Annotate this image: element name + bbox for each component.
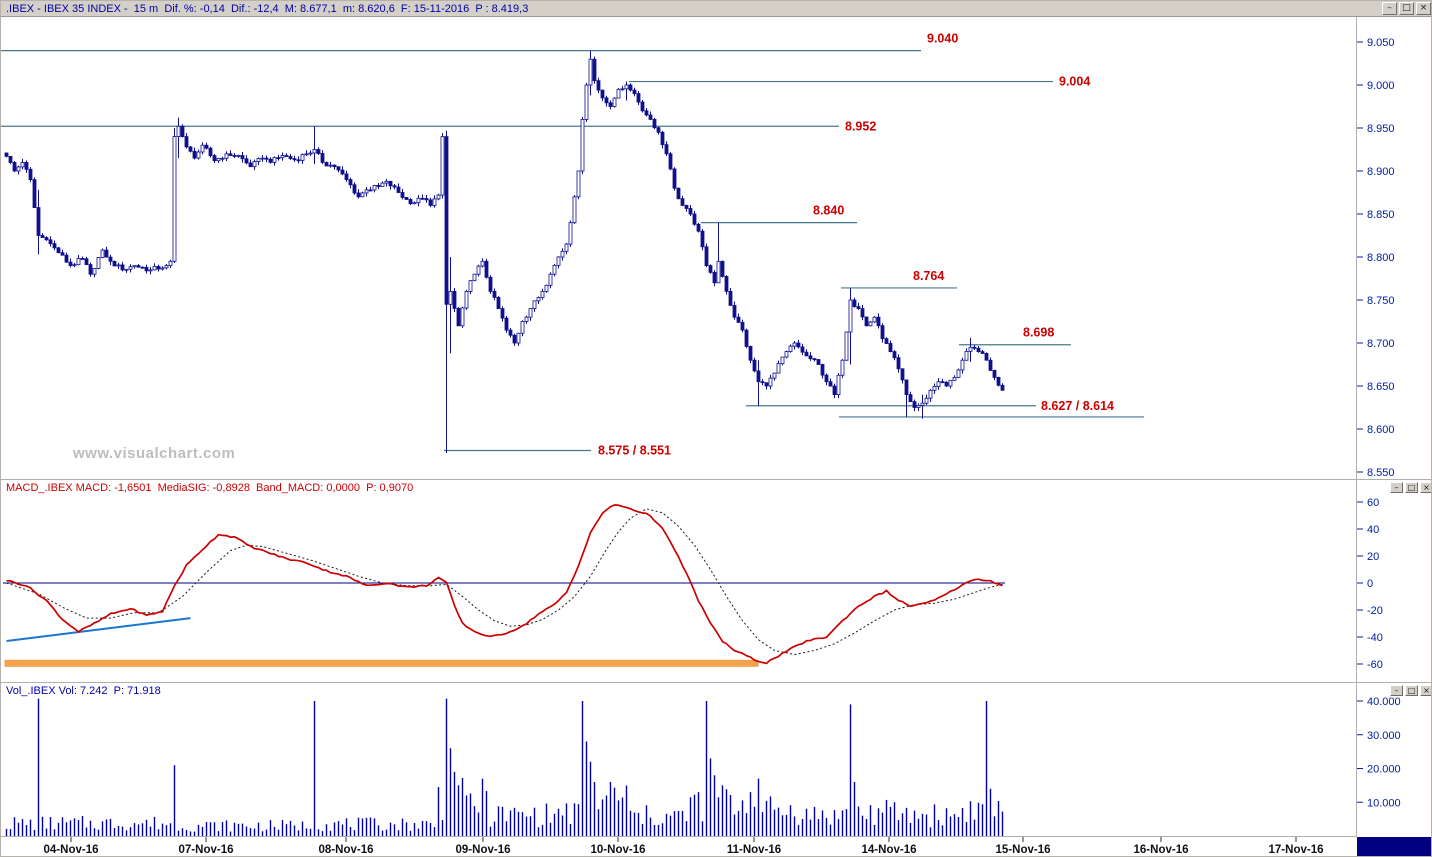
price-axis-label: 9.000: [1367, 80, 1395, 92]
macd-axis: 60 40 20 0 -20 -40 -60: [1357, 497, 1383, 671]
macd-axis-label: 0: [1367, 578, 1373, 590]
volume-axis: 40.000 30.000 20.000 10.000: [1357, 696, 1401, 809]
macd-axis-label: 20: [1367, 551, 1379, 563]
price-axis-label: 8.850: [1367, 209, 1395, 221]
price-level-label: 8.575 / 8.551: [598, 444, 671, 458]
price-candles: [4, 50, 1005, 454]
close-button[interactable]: ×: [1416, 2, 1431, 15]
x-axis-date-label: 11-Nov-16: [727, 844, 781, 856]
x-axis-date-label: 16-Nov-16: [1134, 844, 1189, 856]
price-axis-label: 9.050: [1367, 37, 1395, 49]
macd-maximize-button[interactable]: □: [1405, 482, 1418, 493]
volume-minimize-button[interactable]: –: [1390, 685, 1403, 696]
price-axis-label: 8.950: [1367, 123, 1395, 135]
x-axis-date-label: 15-Nov-16: [996, 844, 1051, 856]
macd-line: [6, 504, 1003, 665]
macd-axis-label: 40: [1367, 524, 1379, 536]
x-axis-date-label: 04-Nov-16: [44, 844, 99, 856]
x-axis-date-label: 09-Nov-16: [456, 844, 511, 856]
price-axis-label: 8.700: [1367, 338, 1395, 350]
visualchart-watermark: www.visualchart.com: [73, 445, 236, 462]
axis-corner: [1357, 837, 1431, 856]
price-axis-label: 8.900: [1367, 166, 1395, 178]
price-axis-label: 8.650: [1367, 381, 1395, 393]
macd-close-button[interactable]: ×: [1420, 482, 1431, 493]
x-axis-date-label: 07-Nov-16: [179, 844, 234, 856]
volume-panel-controls: – □ ×: [1390, 685, 1431, 696]
price-axis: 9.050 9.000 8.950 8.900 8.850 8.800 8.750 8.700…: [1357, 37, 1395, 479]
x-axis-date-label: 14-Nov-16: [862, 844, 917, 856]
minimize-button[interactable]: –: [1382, 2, 1397, 15]
price-axis-label: 8.600: [1367, 424, 1395, 436]
volume-maximize-button[interactable]: □: [1405, 685, 1418, 696]
x-axis-date-label: 08-Nov-16: [319, 844, 374, 856]
macd-axis-label: 60: [1367, 497, 1379, 509]
window-controls: – □ ×: [1382, 2, 1431, 15]
macd-signal-line: [6, 508, 1003, 656]
price-levels: 9.040 9.004 8.952 8.840 8.764 8.698 8.627 / 8.…: [1, 32, 1144, 458]
volume-close-button[interactable]: ×: [1420, 685, 1431, 696]
volume-axis-label: 40.000: [1367, 696, 1401, 708]
chart-window-titlebar: .IBEX - IBEX 35 INDEX - 15 m Dif. %: -0,…: [1, 1, 1431, 17]
price-level-label: 8.840: [813, 204, 844, 218]
price-axis-label: 8.800: [1367, 252, 1395, 264]
price-axis-label: 8.550: [1367, 467, 1395, 479]
macd-axis-label: -60: [1367, 659, 1383, 671]
maximize-button[interactable]: □: [1399, 2, 1414, 15]
price-level-label: 8.952: [845, 119, 876, 133]
x-axis-date-label: 17-Nov-16: [1269, 844, 1324, 856]
volume-bars: [5, 698, 1004, 836]
macd-support-band: [4, 659, 759, 667]
macd-panel-header: MACD_.IBEX MACD: -1,6501 MediaSIG: -0,89…: [3, 481, 417, 495]
macd-minimize-button[interactable]: –: [1390, 482, 1403, 493]
price-level-label: 8.698: [1023, 326, 1054, 340]
price-level-label: 8.764: [913, 269, 944, 283]
price-level-label: 8.627 / 8.614: [1041, 399, 1114, 413]
price-level-label: 9.004: [1059, 75, 1090, 89]
date-axis: 04-Nov-16 07-Nov-16 08-Nov-16 09-Nov-16 10-N…: [44, 837, 1324, 856]
volume-axis-label: 30.000: [1367, 730, 1401, 742]
macd-panel-controls: – □ ×: [1390, 482, 1431, 493]
macd-axis-label: -40: [1367, 632, 1383, 644]
volume-axis-label: 10.000: [1367, 797, 1401, 809]
macd-trendline[interactable]: [6, 617, 191, 643]
volume-axis-label: 20.000: [1367, 764, 1401, 776]
macd-axis-label: -20: [1367, 605, 1383, 617]
volume-panel-header: Vol_.IBEX Vol: 7.242 P: 71.918: [3, 684, 164, 698]
chart-title: .IBEX - IBEX 35 INDEX - 15 m Dif. %: -0,…: [6, 2, 529, 15]
price-axis-label: 8.750: [1367, 295, 1395, 307]
price-level-label: 9.040: [927, 32, 958, 46]
x-axis-date-label: 10-Nov-16: [591, 844, 646, 856]
